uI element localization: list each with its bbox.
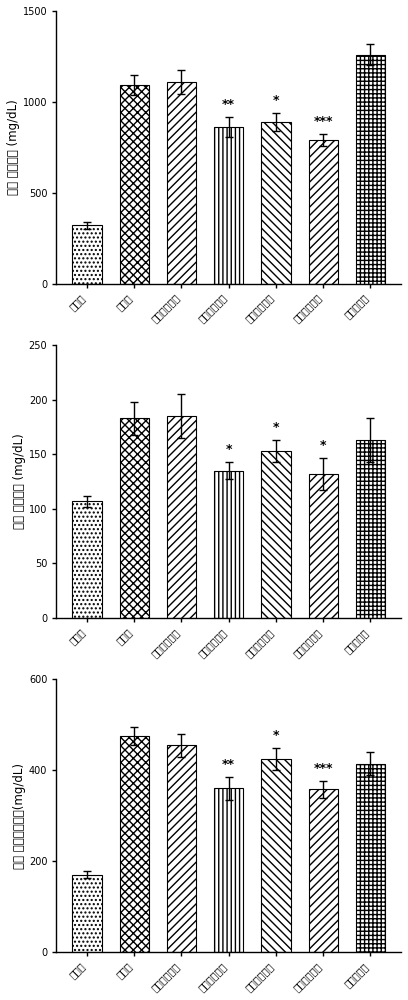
Bar: [356, 764, 385, 952]
Bar: [120, 85, 149, 284]
Bar: [214, 471, 243, 618]
Bar: [308, 140, 338, 284]
Bar: [261, 122, 290, 284]
Bar: [308, 474, 338, 618]
Text: *: *: [320, 439, 326, 452]
Bar: [356, 440, 385, 618]
Text: *: *: [273, 729, 279, 742]
Bar: [167, 82, 196, 284]
Bar: [167, 745, 196, 952]
Bar: [120, 736, 149, 952]
Bar: [167, 416, 196, 618]
Bar: [73, 225, 102, 284]
Bar: [73, 501, 102, 618]
Bar: [261, 759, 290, 952]
Text: **: **: [222, 98, 235, 111]
Bar: [120, 418, 149, 618]
Text: ***: ***: [313, 762, 333, 775]
Text: *: *: [273, 421, 279, 434]
Text: ***: ***: [313, 115, 333, 128]
Y-axis label: 血浆 低密度脂蛋白(mg/dL): 血浆 低密度脂蛋白(mg/dL): [13, 763, 26, 869]
Bar: [214, 127, 243, 284]
Bar: [214, 788, 243, 952]
Y-axis label: 血浆 甘油三酯 (mg/dL): 血浆 甘油三酯 (mg/dL): [13, 434, 26, 529]
Text: *: *: [273, 94, 279, 107]
Text: *: *: [226, 443, 232, 456]
Bar: [308, 789, 338, 952]
Bar: [261, 451, 290, 618]
Bar: [73, 875, 102, 952]
Bar: [356, 55, 385, 284]
Y-axis label: 血浆 总胆固醇 (mg/dL): 血浆 总胆固醇 (mg/dL): [7, 99, 20, 195]
Text: **: **: [222, 758, 235, 771]
